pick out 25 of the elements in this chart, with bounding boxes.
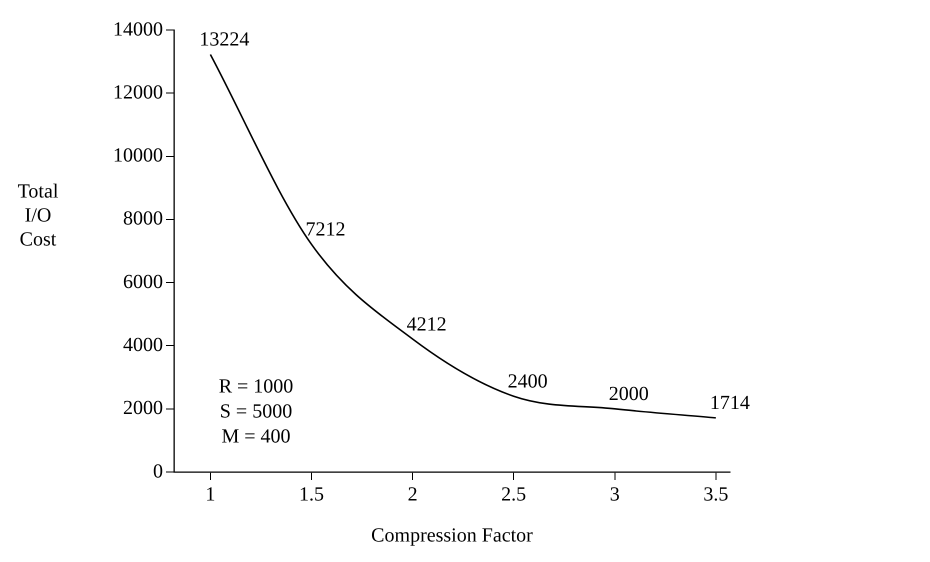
x-tick-label: 3.5 <box>703 483 728 506</box>
y-tick-label: 6000 <box>123 270 163 293</box>
data-label: 1714 <box>710 392 750 414</box>
x-axis-title: Compression Factor <box>371 524 534 546</box>
annotation: M = 400 <box>221 425 291 448</box>
data-label: 7212 <box>305 218 346 241</box>
data-label: 2400 <box>508 370 548 392</box>
y-axis-title: Total I/O Cost <box>18 180 59 250</box>
x-tick-label: 2.5 <box>501 483 526 506</box>
y-tick-label: 0 <box>153 460 163 482</box>
y-tick-label: 4000 <box>123 334 163 356</box>
y-tick-label: 10000 <box>113 144 163 167</box>
x-tick-label: 2 <box>408 483 418 506</box>
x-tick-label: 1.5 <box>298 483 324 506</box>
annotation: R = 1000 <box>218 375 294 398</box>
data-label: 2000 <box>608 383 649 406</box>
data-label: 4212 <box>406 313 447 336</box>
data-label: 13224 <box>199 28 250 51</box>
y-tick-label: 12000 <box>113 81 163 104</box>
y-tick-label: 14000 <box>113 18 163 40</box>
y-tick-label: 8000 <box>123 208 163 230</box>
annotation: S = 5000 <box>220 400 292 422</box>
y-tick-label: 2000 <box>123 397 163 420</box>
x-tick-label: 1 <box>205 483 216 506</box>
x-tick-label: 3 <box>610 483 620 506</box>
